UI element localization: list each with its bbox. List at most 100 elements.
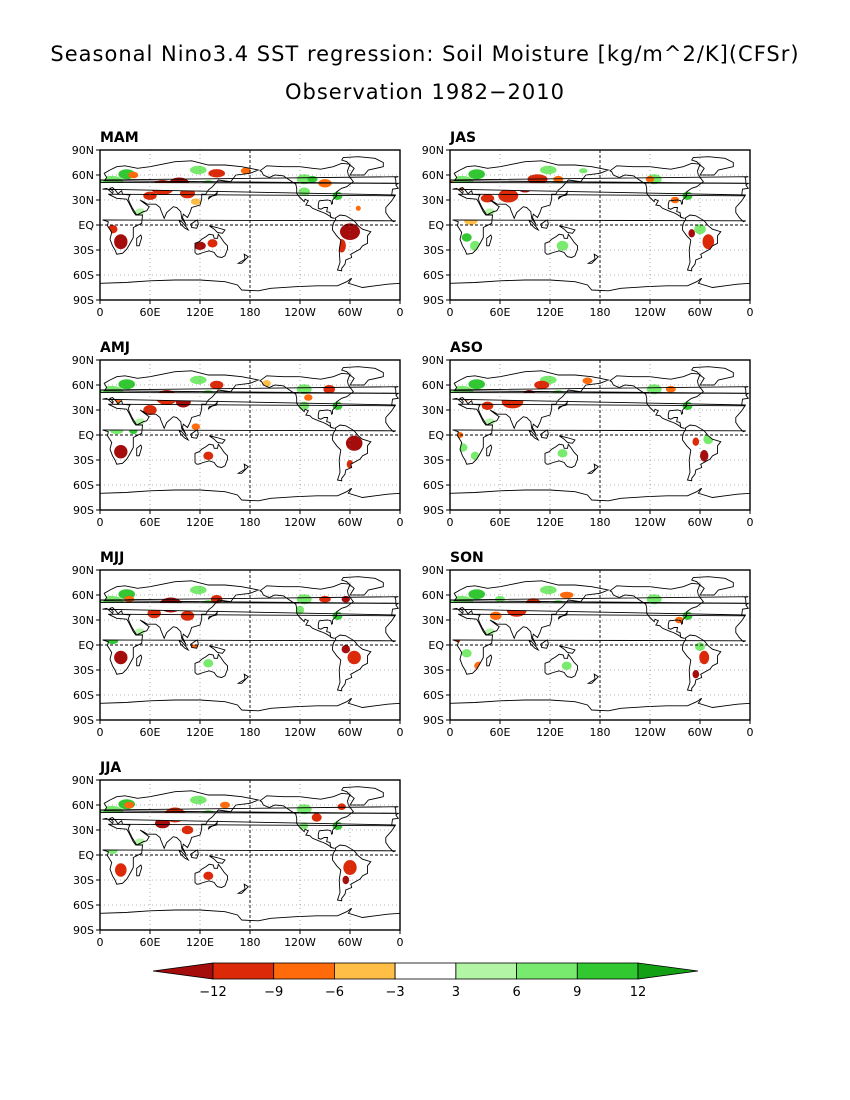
figure-subtitle: Observation 1982−2010 — [284, 80, 566, 104]
colorbar-segment — [516, 962, 578, 980]
lat-tick-label: 90S — [423, 714, 444, 727]
anomaly-patch — [552, 390, 565, 397]
anomaly-patch — [135, 838, 145, 845]
anomaly-patch — [464, 216, 478, 225]
lon-tick-label: 120E — [186, 936, 214, 949]
lat-tick-label: 30N — [422, 404, 444, 417]
anomaly-patch — [155, 818, 170, 829]
lon-tick-label: 180 — [240, 726, 261, 739]
anomaly-patch — [298, 187, 311, 196]
anomaly-patch — [540, 165, 557, 175]
lat-tick-label: 60S — [423, 689, 444, 702]
colorbar: −12 −9 −6 −3 3 6 9 12 — [152, 962, 699, 1000]
anomaly-patch — [468, 589, 486, 600]
lon-tick-label: 60E — [140, 306, 161, 319]
anomaly-patch — [534, 380, 550, 390]
anomaly-patch — [340, 223, 360, 240]
anomaly-patch — [115, 863, 127, 877]
lat-tick-label: 60S — [73, 269, 94, 282]
lon-tick-label: 120E — [186, 726, 214, 739]
lat-tick-label: 60N — [72, 799, 94, 812]
anomaly-patch — [525, 598, 541, 609]
lon-tick-label: 120E — [536, 516, 564, 529]
anomaly-patch — [742, 634, 750, 640]
anomaly-patch — [646, 384, 662, 395]
lat-tick-label: EQ — [428, 219, 444, 232]
anomaly-patch — [190, 795, 207, 805]
anomaly-patch — [190, 198, 201, 205]
panel-label: JAS — [449, 130, 476, 146]
lon-tick-label: 0 — [447, 726, 454, 739]
colorbar-label: −9 — [264, 985, 283, 1000]
coastline — [99, 156, 401, 301]
anomaly-patch — [470, 451, 480, 460]
lat-tick-label: 30S — [423, 454, 444, 467]
anomaly-patch — [459, 421, 475, 429]
anomaly-patch — [355, 205, 361, 211]
lon-tick-label: 0 — [97, 516, 104, 529]
lon-tick-label: 60E — [140, 726, 161, 739]
lon-tick-label: 0 — [447, 306, 454, 319]
anomaly-patch — [191, 423, 200, 431]
anomaly-patch — [203, 659, 214, 668]
anomaly-patch — [240, 167, 251, 175]
anomaly-patch — [540, 585, 557, 595]
colorbar-segment — [394, 962, 457, 980]
colorbar-segment — [576, 962, 639, 980]
lon-tick-label: 180 — [590, 726, 611, 739]
lat-tick-label: 60N — [422, 379, 444, 392]
anomaly-patch — [114, 234, 128, 250]
lat-tick-label: 30S — [73, 874, 94, 887]
lat-tick-label: 60S — [73, 899, 94, 912]
anomaly-patch — [207, 239, 218, 248]
anomaly-patch — [190, 165, 207, 175]
lon-tick-label: 120W — [634, 516, 666, 529]
lon-tick-label: 120W — [634, 726, 666, 739]
lon-tick-label: 0 — [397, 936, 404, 949]
lat-tick-label: 60N — [72, 169, 94, 182]
panel-label: ASO — [450, 340, 483, 356]
anomaly-patch — [124, 801, 135, 809]
anomaly-patch — [392, 625, 400, 632]
coastline — [99, 576, 401, 721]
colorbar-segment — [637, 962, 699, 980]
anomaly-patch — [645, 175, 655, 183]
lon-tick-label: 120E — [186, 516, 214, 529]
anomaly-patch — [114, 203, 128, 214]
lat-tick-label: 90N — [72, 774, 94, 787]
anomaly-patch — [128, 171, 139, 179]
lat-tick-label: 60S — [73, 689, 94, 702]
lon-tick-label: 0 — [97, 936, 104, 949]
anomaly-patch — [742, 422, 750, 428]
lon-tick-label: 60W — [688, 726, 713, 739]
anomaly-patch — [114, 445, 128, 459]
coastline — [449, 156, 751, 301]
anomaly-patch — [114, 650, 128, 665]
lon-tick-label: 0 — [747, 726, 754, 739]
anomaly-patch — [468, 379, 486, 390]
panel-label: JJA — [99, 760, 121, 776]
coastline — [449, 576, 751, 721]
coastline — [99, 786, 401, 931]
lon-tick-label: 180 — [240, 936, 261, 949]
anomaly-patch — [582, 377, 593, 385]
colorbar-segment — [212, 962, 275, 980]
lon-tick-label: 60E — [490, 516, 511, 529]
anomaly-patch — [304, 394, 313, 401]
lat-tick-label: 60N — [72, 379, 94, 392]
colorbar-label: 9 — [573, 985, 581, 1000]
anomaly-patch — [557, 449, 568, 458]
anomaly-patch — [461, 233, 472, 242]
lon-tick-label: 120E — [536, 306, 564, 319]
anomaly-patch — [694, 224, 706, 235]
anomaly-patch — [203, 871, 214, 880]
anomaly-patch — [450, 385, 474, 398]
colorbar-segment — [152, 962, 214, 980]
anomaly-patch — [129, 427, 138, 435]
lon-tick-label: 60W — [688, 516, 713, 529]
anomaly-patch — [100, 595, 124, 608]
lat-tick-label: 60S — [423, 269, 444, 282]
anomaly-patch — [741, 214, 750, 220]
